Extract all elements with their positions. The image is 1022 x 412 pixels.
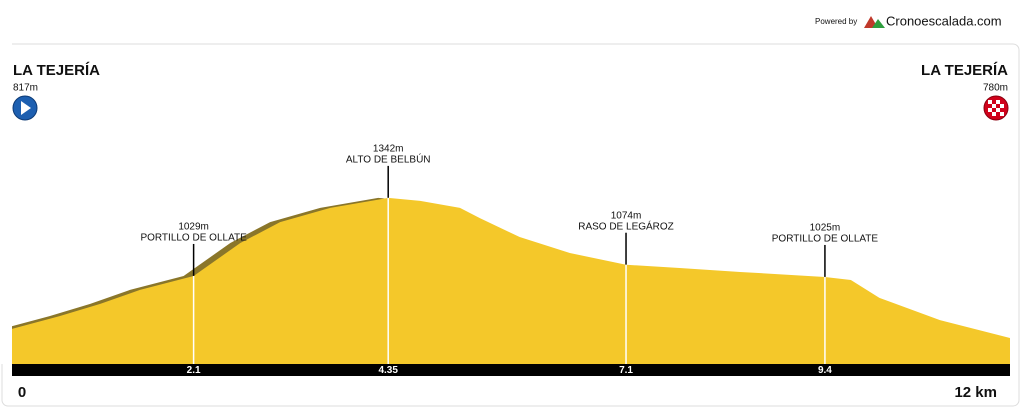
end-check — [1000, 112, 1004, 116]
x-tick-label: 0 — [18, 384, 26, 401]
x-tick-label: 12 km — [954, 384, 997, 401]
profile-area — [12, 197, 1010, 364]
waypoint-elevation: 1342m — [373, 144, 404, 155]
end-check — [996, 100, 1000, 104]
end-elevation: 780m — [983, 83, 1008, 94]
waypoint-name: RASO DE LEGÁROZ — [578, 219, 674, 232]
end-icon — [983, 95, 1009, 121]
end-name: LA TEJERÍA — [921, 62, 1008, 79]
end-check — [988, 100, 992, 104]
waypoint-name: PORTILLO DE OLLATE — [772, 234, 879, 245]
waypoint-elevation: 1074m — [611, 210, 642, 221]
x-tick-label: 2.1 — [187, 365, 201, 376]
waypoint-name: PORTILLO DE OLLATE — [140, 233, 247, 244]
powered-by: Powered by — [815, 17, 857, 26]
start-elevation: 817m — [13, 83, 38, 94]
x-tick-label: 4.35 — [378, 365, 398, 376]
waypoint-elevation: 1025m — [810, 223, 841, 234]
end-check — [992, 104, 996, 108]
end-check — [992, 112, 996, 116]
brand-logo — [864, 16, 885, 28]
end-check — [996, 108, 1000, 112]
start-name: LA TEJERÍA — [13, 62, 100, 79]
edge-mask — [0, 40, 12, 364]
waypoint-elevation: 1029m — [178, 222, 209, 233]
end-check — [1000, 104, 1004, 108]
km-bar — [12, 364, 1010, 376]
start-arrow — [21, 101, 31, 115]
brand: Cronoescalada.com — [886, 13, 1002, 28]
x-tick-label: 7.1 — [619, 365, 633, 376]
end-check — [988, 108, 992, 112]
waypoint-name: ALTO DE BELBÚN — [346, 153, 431, 166]
x-tick-label: 9.4 — [818, 365, 832, 376]
